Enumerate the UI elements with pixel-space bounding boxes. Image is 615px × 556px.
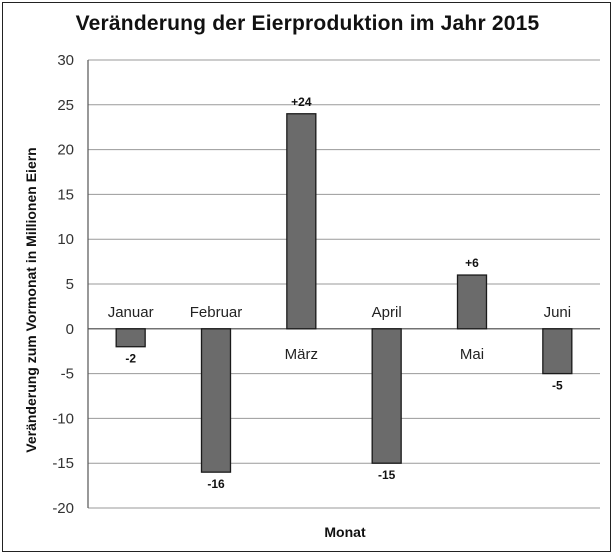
y-tick-label: 25 [57,97,74,114]
data-label: -16 [207,477,225,491]
category-label: Februar [190,304,243,321]
y-tick-label: 15 [57,186,74,203]
y-tick-label: 0 [66,321,74,338]
y-tick-label: 20 [57,142,74,159]
data-label: -15 [378,468,396,482]
y-tick-label: -10 [52,410,74,427]
x-axis-title: Monat [324,524,366,540]
y-tick-label: -5 [61,366,74,383]
y-tick-label: 5 [66,276,74,293]
data-label: -2 [125,352,136,366]
category-label: April [372,304,402,321]
data-label: +24 [291,95,312,109]
bar-märz [286,113,317,330]
data-label: +6 [465,256,479,270]
gridlines [88,59,600,509]
y-tick-labels: 30 25 20 15 10 5 0 -5 -10 -15 -20 [52,52,74,517]
bar-labels: -2 Januar -16 Februar +24 März -15 April +6 Mai -5… [108,95,571,491]
bar-april [371,328,402,464]
bar-juni [542,328,573,375]
y-tick-label: 10 [57,231,74,248]
chart-title: Veränderung der Eierproduktion im Jahr 2… [75,12,540,35]
data-label: -5 [552,379,563,393]
axes [87,60,600,508]
bars [115,113,573,473]
y-axis-title: Veränderung zum Vormonat in Millionen Ei… [23,147,39,452]
category-label: März [285,346,318,363]
bar-mai [456,274,488,330]
category-label: Januar [108,304,154,321]
y-tick-label: -15 [52,455,74,472]
bar-februar [200,328,232,473]
category-label: Juni [544,304,572,321]
category-label: Mai [460,346,484,363]
y-tick-label: 30 [57,52,74,69]
bar-januar [115,328,146,348]
y-tick-label: -20 [52,500,74,517]
